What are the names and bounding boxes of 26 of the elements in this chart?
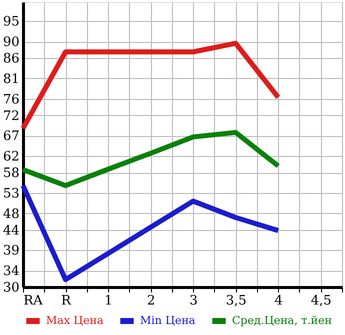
y-tick-label: 44 bbox=[2, 223, 20, 238]
x-tick-label: R bbox=[61, 294, 72, 308]
y-tick-label: 62 bbox=[2, 150, 20, 165]
y-tick-label: 81 bbox=[2, 72, 20, 87]
y-tick-label: 34 bbox=[2, 264, 20, 280]
y-tick-label: 39 bbox=[2, 244, 20, 259]
y-tick-label: 48 bbox=[2, 206, 20, 222]
x-tick-label: RA bbox=[24, 294, 44, 308]
y-tick-label: 53 bbox=[2, 186, 20, 202]
y-tick-label: 95 bbox=[2, 14, 20, 30]
x-tick-label: 4 bbox=[274, 294, 283, 308]
x-tick-label: 2 bbox=[146, 294, 156, 308]
x-tick-label: 3,5 bbox=[226, 294, 247, 308]
x-tick-label: 1 bbox=[104, 294, 113, 308]
x-tick-label: 4,5 bbox=[310, 294, 332, 308]
y-tick-label: 90 bbox=[2, 35, 20, 50]
y-tick-label: 67 bbox=[2, 129, 20, 144]
y-tick-label: 58 bbox=[2, 166, 20, 182]
y-tick-label: 86 bbox=[2, 52, 20, 67]
y-tick-label: 72 bbox=[2, 108, 20, 124]
legend-label: Min Цена bbox=[140, 314, 196, 327]
legend-label: Сред.Цена, т.йен bbox=[232, 314, 332, 327]
y-tick-label: 30 bbox=[2, 280, 20, 296]
x-tick-label: 3 bbox=[189, 294, 198, 308]
legend-label: Max Цена bbox=[46, 314, 104, 327]
y-tick-label: 76 bbox=[2, 92, 20, 108]
